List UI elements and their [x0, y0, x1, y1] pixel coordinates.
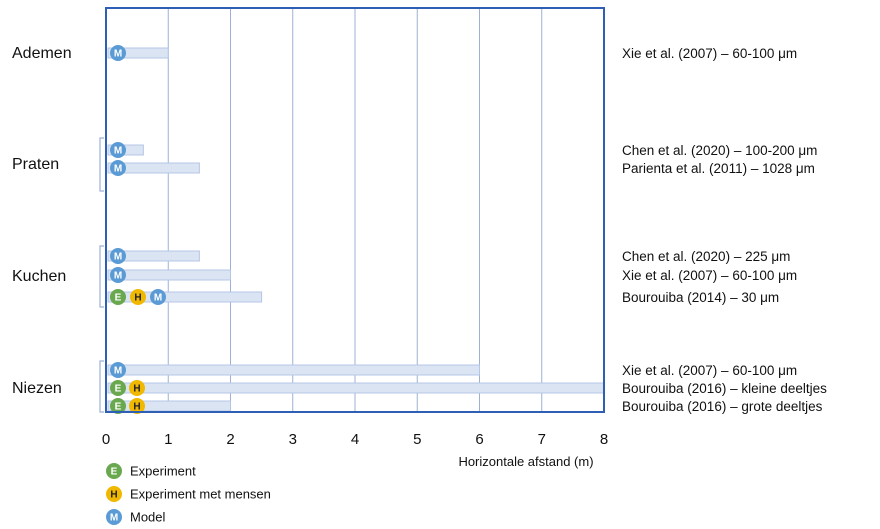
x-tick-label-6: 6 — [475, 431, 483, 448]
legend-item-h: H Experiment met mensen — [106, 486, 271, 502]
marker-niezen-3-e: E — [110, 398, 126, 414]
marker-niezen-3-h: H — [129, 398, 145, 414]
plot-frame — [105, 7, 605, 413]
reference-niezen-3: Bourouiba (2016) – grote deeltjes — [622, 399, 823, 414]
bar-niezen-1 — [107, 364, 480, 376]
legend-item-m: M Model — [106, 509, 166, 525]
marker-praten-2-m-letter: M — [114, 164, 122, 175]
marker-kuchen-3-m-circle — [150, 289, 166, 305]
bar-niezen-3 — [107, 400, 231, 412]
labels-layer: Ademen Praten Kuchen Niezen — [12, 45, 72, 397]
reference-ademen-1: Xie et al. (2007) – 60-100 μm — [622, 46, 797, 61]
marker-kuchen-2-m-letter: M — [114, 271, 122, 282]
legend-marker-e-circle — [106, 463, 122, 479]
x-axis-title: Horizontale afstand (m) — [458, 454, 593, 469]
bar-praten-2 — [107, 162, 200, 174]
bar-niezen-2 — [107, 382, 605, 394]
marker-niezen-2-h-circle — [129, 380, 145, 396]
marker-ademen-1-m-circle — [110, 45, 126, 61]
marker-praten-1-m-circle — [110, 142, 126, 158]
marker-kuchen-3-m-letter: M — [154, 293, 162, 304]
marker-niezen-3-h-letter: H — [133, 402, 140, 413]
marker-ademen-1-m: M — [110, 45, 126, 61]
legend-marker-m-letter: M — [110, 513, 118, 524]
marker-praten-2-m: M — [110, 160, 126, 176]
marker-kuchen-3-e-circle — [110, 289, 126, 305]
marker-niezen-3-h-circle — [129, 398, 145, 414]
bar-kuchen-3 — [107, 291, 263, 303]
marker-praten-1-m: M — [110, 142, 126, 158]
marker-niezen-1-m-letter: M — [114, 366, 122, 377]
marker-niezen-3-e-circle — [110, 398, 126, 414]
marker-kuchen-3-m: M — [150, 289, 166, 305]
marker-kuchen-3-h-circle — [130, 289, 146, 305]
bar-kuchen-2 — [107, 269, 231, 281]
marker-kuchen-3-e: E — [110, 289, 126, 305]
legend-label-m: Model — [130, 510, 166, 525]
legend-marker-h-letter: H — [110, 490, 117, 501]
legend-marker-m: M — [106, 509, 122, 525]
brackets-layer — [99, 137, 104, 413]
reference-praten-1: Chen et al. (2020) – 100-200 μm — [622, 143, 817, 158]
reference-niezen-1: Xie et al. (2007) – 60-100 μm — [622, 363, 797, 378]
x-tick-label-2: 2 — [226, 431, 234, 448]
marker-kuchen-3-e-letter: E — [115, 293, 122, 304]
bracket-kuchen — [99, 245, 104, 308]
refs-layer: Xie et al. (2007) – 60-100 μm Chen et al.… — [622, 46, 827, 414]
marker-kuchen-2-m-circle — [110, 267, 126, 283]
marker-kuchen-1-m-letter: M — [114, 252, 122, 263]
legend-marker-e: E — [106, 463, 122, 479]
marker-praten-2-m-circle — [110, 160, 126, 176]
marker-ademen-1-m-letter: M — [114, 49, 122, 60]
marker-niezen-2-e-circle — [110, 380, 126, 396]
reference-kuchen-3: Bourouiba (2014) – 30 μm — [622, 290, 779, 305]
category-label-ademen: Ademen — [12, 45, 72, 62]
marker-kuchen-3-h: H — [130, 289, 146, 305]
ticks-layer: 0 1 2 3 4 5 6 7 8 — [102, 431, 608, 448]
legend-layer: E Experiment H Experiment met mensen M Model — [106, 463, 271, 525]
category-label-niezen: Niezen — [12, 380, 62, 397]
grid-layer — [167, 8, 543, 412]
bars-layer — [107, 47, 605, 412]
x-tick-label-3: 3 — [289, 431, 297, 448]
legend-marker-h-circle — [106, 486, 122, 502]
x-tick-label-8: 8 — [600, 431, 608, 448]
marker-kuchen-1-m: M — [110, 248, 126, 264]
marker-niezen-1-m: M — [110, 362, 126, 378]
marker-kuchen-3-h-letter: H — [134, 293, 141, 304]
legend-marker-e-letter: E — [111, 467, 118, 478]
bar-kuchen-1 — [107, 250, 200, 262]
reference-kuchen-1: Chen et al. (2020) – 225 μm — [622, 249, 790, 264]
x-tick-label-0: 0 — [102, 431, 110, 448]
marker-kuchen-2-m: M — [110, 267, 126, 283]
legend-label-h: Experiment met mensen — [130, 487, 271, 502]
marker-kuchen-1-m-circle — [110, 248, 126, 264]
legend-marker-m-circle — [106, 509, 122, 525]
marker-praten-1-m-letter: M — [114, 146, 122, 157]
legend-item-e: E Experiment — [106, 463, 196, 479]
marker-niezen-1-m-circle — [110, 362, 126, 378]
marker-niezen-2-e-letter: E — [115, 384, 122, 395]
x-tick-label-7: 7 — [538, 431, 546, 448]
legend-marker-h: H — [106, 486, 122, 502]
reference-praten-2: Parienta et al. (2011) – 1028 μm — [622, 161, 815, 176]
marker-niezen-2-h: H — [129, 380, 145, 396]
marker-niezen-3-e-letter: E — [115, 402, 122, 413]
bar-ademen-1 — [107, 47, 169, 59]
category-label-praten: Praten — [12, 156, 59, 173]
bracket-praten — [99, 137, 104, 192]
marker-niezen-2-h-letter: H — [133, 384, 140, 395]
marker-niezen-2-e: E — [110, 380, 126, 396]
reference-niezen-2: Bourouiba (2016) – kleine deeltjes — [622, 381, 827, 396]
x-tick-label-1: 1 — [164, 431, 172, 448]
category-label-kuchen: Kuchen — [12, 268, 66, 285]
reference-kuchen-2: Xie et al. (2007) – 60-100 μm — [622, 268, 797, 283]
x-tick-label-4: 4 — [351, 431, 359, 448]
bracket-niezen — [99, 360, 104, 413]
legend-label-e: Experiment — [130, 464, 196, 479]
x-tick-label-5: 5 — [413, 431, 421, 448]
